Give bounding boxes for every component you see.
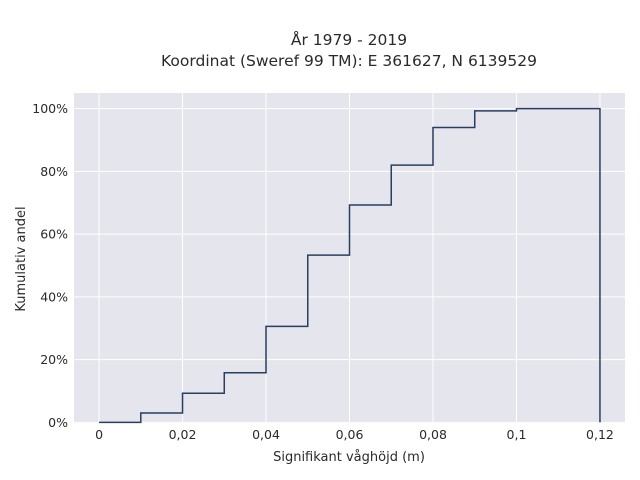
chart-title-line2: Koordinat (Sweref 99 TM): E 361627, N 61… xyxy=(161,52,537,70)
x-tick-label: 0,06 xyxy=(336,427,364,442)
x-tick-label: 0,1 xyxy=(507,427,527,442)
x-tick-label: 0,08 xyxy=(419,427,447,442)
cumulative-step-line xyxy=(99,107,601,424)
y-tick-label: 100% xyxy=(32,101,68,116)
y-tick-label: 60% xyxy=(40,227,68,242)
y-tick-label: 40% xyxy=(40,289,68,304)
chart-title-line1: År 1979 - 2019 xyxy=(291,30,407,49)
y-axis-label: Kumulativ andel xyxy=(14,206,29,311)
x-tick-label: 0 xyxy=(95,427,103,442)
y-tick-label: 80% xyxy=(40,164,68,179)
x-tick-label: 0,02 xyxy=(169,427,197,442)
y-tick-labels: 0% 20% 40% 60% 80% 100% xyxy=(32,101,68,430)
x-tick-label: 0,12 xyxy=(586,427,614,442)
x-tick-label: 0,04 xyxy=(252,427,280,442)
y-tick-label: 20% xyxy=(40,352,68,367)
x-tick-labels: 0 0,02 0,04 0,06 0,08 0,1 0,12 xyxy=(95,427,614,442)
x-axis-label: Signifikant våghöjd (m) xyxy=(273,450,425,465)
y-tick-label: 0% xyxy=(48,415,68,430)
